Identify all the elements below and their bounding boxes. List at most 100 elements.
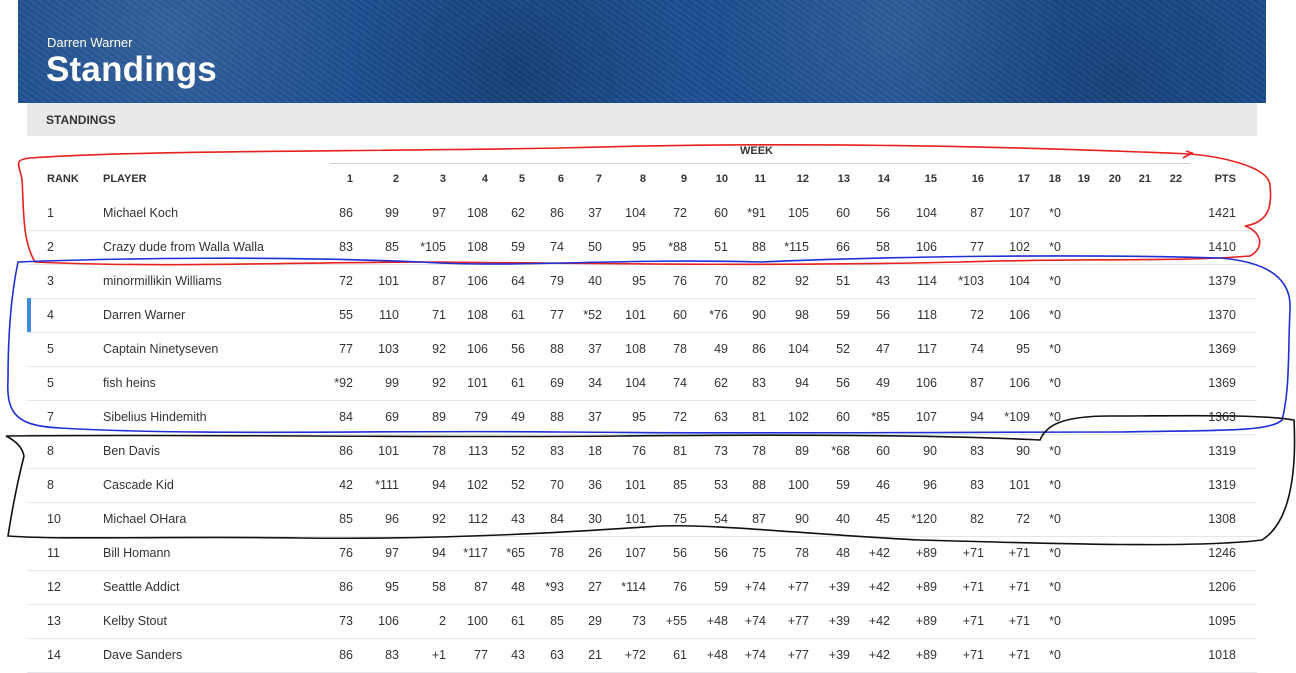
week-score-cell: 95: [632, 410, 646, 424]
column-header-week-12: 12: [796, 173, 809, 185]
week-score-cell: 101: [625, 478, 646, 492]
week-score-cell: *0: [1049, 546, 1061, 560]
week-score-cell: +48: [706, 648, 728, 662]
rank-cell: 12: [47, 580, 61, 594]
week-score-cell: 85: [550, 614, 564, 628]
week-score-cell: 94: [432, 546, 446, 560]
week-score-cell: 56: [876, 308, 890, 322]
week-score-cell: 85: [673, 478, 687, 492]
week-score-cell: 86: [752, 342, 766, 356]
week-score-cell: 105: [788, 206, 809, 220]
column-header-week-5: 5: [518, 173, 525, 185]
week-score-cell: +42: [868, 648, 890, 662]
week-score-cell: 101: [467, 376, 488, 390]
week-score-cell: *0: [1049, 614, 1061, 628]
week-score-cell: 99: [385, 376, 399, 390]
week-score-cell: 103: [378, 342, 399, 356]
week-score-cell: 86: [339, 580, 353, 594]
page-hero: Darren Warner Standings: [18, 0, 1266, 103]
player-name-cell: Dave Sanders: [103, 648, 183, 662]
standings-row[interactable]: 12 Seattle Addict 86 95 58 87 48 *93 27 *114 76 59 +…: [27, 570, 1257, 605]
rank-cell: 14: [47, 648, 61, 662]
standings-row[interactable]: 5 Captain Ninetyseven 77 103 92 106 56 88 37 108 7…: [27, 332, 1257, 367]
column-header-week-20: 20: [1108, 173, 1121, 185]
standings-row[interactable]: 13 Kelby Stout 73 106 2 100 61 85 29 73 +55 +48 +74 +…: [27, 604, 1257, 639]
week-score-cell: +71: [962, 580, 984, 594]
rank-cell: 8: [47, 478, 54, 492]
week-score-cell: 62: [511, 206, 525, 220]
column-header-week-9: 9: [680, 173, 687, 185]
week-score-cell: 95: [632, 274, 646, 288]
week-score-cell: *0: [1049, 342, 1061, 356]
standings-row[interactable]: 1 Michael Koch 86 99 97 108 62 86 37 104 72 60 *91 10…: [27, 196, 1257, 231]
week-score-cell: 88: [752, 240, 766, 254]
week-score-cell: 106: [467, 342, 488, 356]
week-score-cell: *0: [1049, 308, 1061, 322]
week-score-cell: 110: [379, 308, 399, 322]
week-score-cell: 118: [917, 308, 937, 322]
week-score-cell: 106: [467, 274, 488, 288]
week-score-cell: 104: [916, 206, 937, 220]
week-score-cell: 72: [970, 308, 984, 322]
week-score-cell: 43: [511, 648, 525, 662]
column-header-player: PLAYER: [103, 173, 147, 185]
week-score-cell: 60: [836, 410, 850, 424]
week-score-cell: *105: [420, 240, 446, 254]
standings-row[interactable]: 10 Michael OHara 85 96 92 112 43 84 30 101 75 54 87 9…: [27, 502, 1257, 537]
standings-row[interactable]: 8 Ben Davis 86 101 78 113 52 83 18 76 81 73 78 89 *68 6…: [27, 434, 1257, 469]
standings-row[interactable]: 11 Bill Homann 76 97 94 *117 *65 78 26 107 56 56 75 7…: [27, 536, 1257, 571]
week-score-cell: 51: [836, 274, 850, 288]
standings-row[interactable]: 5 fish heins *92 99 92 101 61 69 34 104 74 62 83 94 56…: [27, 366, 1257, 401]
week-score-cell: 108: [467, 308, 488, 322]
week-score-cell: 52: [511, 478, 525, 492]
week-score-cell: 48: [511, 580, 525, 594]
column-header-week-19: 19: [1077, 173, 1090, 185]
week-score-cell: +39: [828, 580, 850, 594]
week-score-cell: 58: [876, 240, 890, 254]
week-score-cell: 75: [673, 512, 687, 526]
total-points-cell: 1369: [1208, 376, 1236, 390]
week-score-cell: 76: [673, 580, 687, 594]
week-score-cell: 81: [752, 410, 766, 424]
week-score-cell: 87: [432, 274, 446, 288]
rank-cell: 11: [47, 546, 60, 560]
week-score-cell: +77: [787, 580, 809, 594]
rank-cell: 10: [47, 512, 61, 526]
week-score-cell: 49: [714, 342, 728, 356]
standings-row[interactable]: 8 Cascade Kid 42 *111 94 102 52 70 36 101 85 53 88 10…: [27, 468, 1257, 503]
week-score-cell: 43: [511, 512, 525, 526]
week-score-cell: *85: [871, 410, 890, 424]
column-header-week-2: 2: [392, 173, 399, 185]
week-score-cell: 108: [467, 240, 488, 254]
week-score-cell: *0: [1049, 478, 1061, 492]
table-header-row: RANK PLAYER 1 2 3 4 5 6 7 8 9 10 11 12 13 14 15 16 17 18 19 2…: [27, 162, 1257, 196]
total-points-cell: 1308: [1208, 512, 1236, 526]
week-score-cell: 88: [550, 342, 564, 356]
total-points-cell: 1206: [1208, 580, 1236, 594]
week-score-cell: 95: [1016, 342, 1030, 356]
week-score-cell: 63: [714, 410, 728, 424]
week-score-cell: +1: [431, 648, 446, 662]
week-score-cell: +89: [915, 614, 937, 628]
column-header-week-4: 4: [481, 173, 488, 185]
week-score-cell: *103: [958, 274, 984, 288]
column-header-week-1: 1: [346, 173, 353, 185]
week-score-cell: 40: [836, 512, 850, 526]
column-header-pts: PTS: [1214, 173, 1236, 185]
week-score-cell: 83: [970, 444, 984, 458]
week-score-cell: 74: [673, 376, 687, 390]
week-score-cell: +77: [787, 614, 809, 628]
standings-row[interactable]: 7 Sibelius Hindemith 84 69 89 79 49 88 37 95 72 63 8…: [27, 400, 1257, 435]
week-score-cell: 106: [1009, 376, 1030, 390]
week-score-cell: 94: [432, 478, 446, 492]
standings-row[interactable]: 4 Darren Warner 55 110 71 108 61 77 *52 101 60 *76 9…: [27, 298, 1257, 333]
week-score-cell: +39: [828, 648, 850, 662]
week-score-cell: 60: [836, 206, 850, 220]
column-header-week-11: 11: [754, 173, 766, 185]
rank-cell: 7: [47, 410, 54, 424]
column-header-week-14: 14: [877, 173, 890, 185]
standings-row[interactable]: 3 minormillikin Williams 72 101 87 106 64 79 40 9…: [27, 264, 1257, 299]
week-score-cell: *109: [1004, 410, 1030, 424]
week-score-cell: 76: [339, 546, 353, 560]
